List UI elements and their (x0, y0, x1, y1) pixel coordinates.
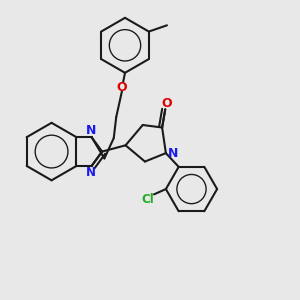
Text: O: O (161, 97, 172, 110)
Text: O: O (117, 81, 127, 94)
Text: N: N (86, 124, 96, 137)
Text: N: N (86, 166, 96, 179)
Text: N: N (168, 147, 178, 160)
Text: Cl: Cl (141, 193, 154, 206)
